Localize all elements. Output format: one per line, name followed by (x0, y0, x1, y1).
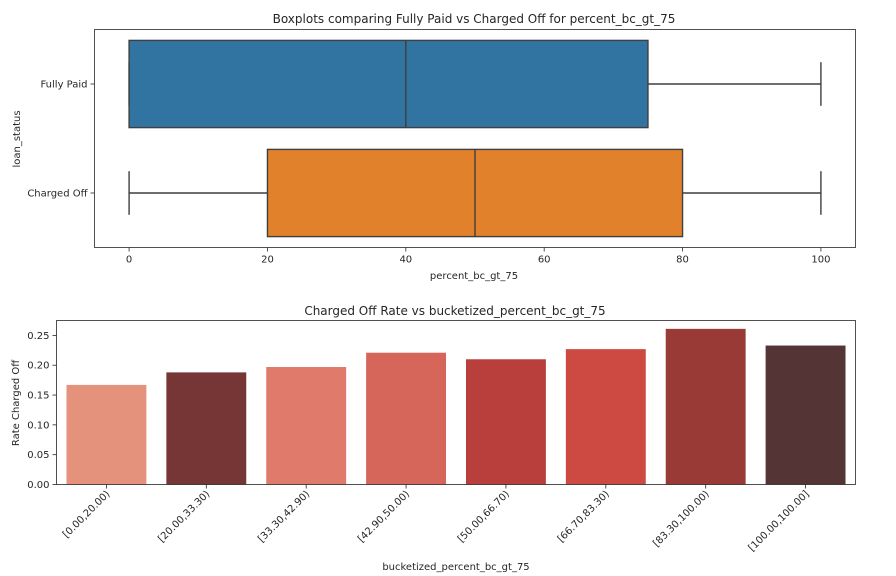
bar-frame (56, 320, 856, 485)
boxplot-frame (94, 29, 856, 248)
x-tick-label: [83.30,100.00) (651, 489, 712, 550)
y-tick-label: 0.25 (27, 331, 49, 342)
boxplot-title: Boxplots comparing Fully Paid vs Charged… (273, 12, 676, 26)
x-tick-label: [33.30,42.90) (256, 489, 312, 545)
bar-xlabel: bucketized_percent_bc_gt_75 (382, 562, 529, 573)
x-tick-label: 80 (676, 255, 689, 266)
x-tick-label: [66.70,83.30) (556, 489, 612, 545)
x-tick-label: 100 (811, 255, 830, 266)
boxplot-chart: Boxplots comparing Fully Paid vs Charged… (12, 12, 856, 282)
x-tick-label: 0 (126, 255, 132, 266)
y-tick-label: 0.05 (27, 450, 49, 461)
x-tick-label: [100.00,100.00] (747, 489, 812, 554)
bar-title: Charged Off Rate vs bucketized_percent_b… (304, 304, 605, 318)
bar-0 (66, 384, 147, 485)
boxplot-ylabel: loan_status (12, 110, 23, 167)
x-tick-label: [0.00,20.00) (61, 489, 113, 541)
x-tick-label: [20.00,33.30) (156, 489, 212, 545)
y-tick-label: Charged Off (27, 189, 88, 200)
bar-4 (465, 359, 546, 485)
bar-1 (166, 372, 247, 485)
x-tick-label: 60 (538, 255, 551, 266)
bar-ylabel: Rate Charged Off (11, 359, 22, 446)
y-tick-label: 0.20 (27, 361, 49, 372)
y-tick-label: Fully Paid (40, 80, 87, 91)
y-tick-label: 0.15 (27, 391, 49, 402)
bar-6 (665, 328, 746, 485)
bar-7 (765, 345, 846, 485)
x-tick-label: [50.00,66.70) (456, 489, 512, 545)
y-tick-label: 0.10 (27, 420, 49, 431)
x-tick-label: 40 (399, 255, 412, 266)
x-tick-label: 20 (261, 255, 274, 266)
bar-3 (366, 352, 447, 485)
y-tick-label: 0.00 (27, 480, 49, 491)
bar-2 (266, 367, 347, 485)
bar-chart: Charged Off Rate vs bucketized_percent_b… (11, 304, 856, 573)
box-0 (128, 39, 649, 129)
x-tick-label: [42.90,50.00) (356, 489, 412, 545)
bar-5 (565, 349, 646, 485)
boxplot-xlabel: percent_bc_gt_75 (430, 271, 518, 282)
